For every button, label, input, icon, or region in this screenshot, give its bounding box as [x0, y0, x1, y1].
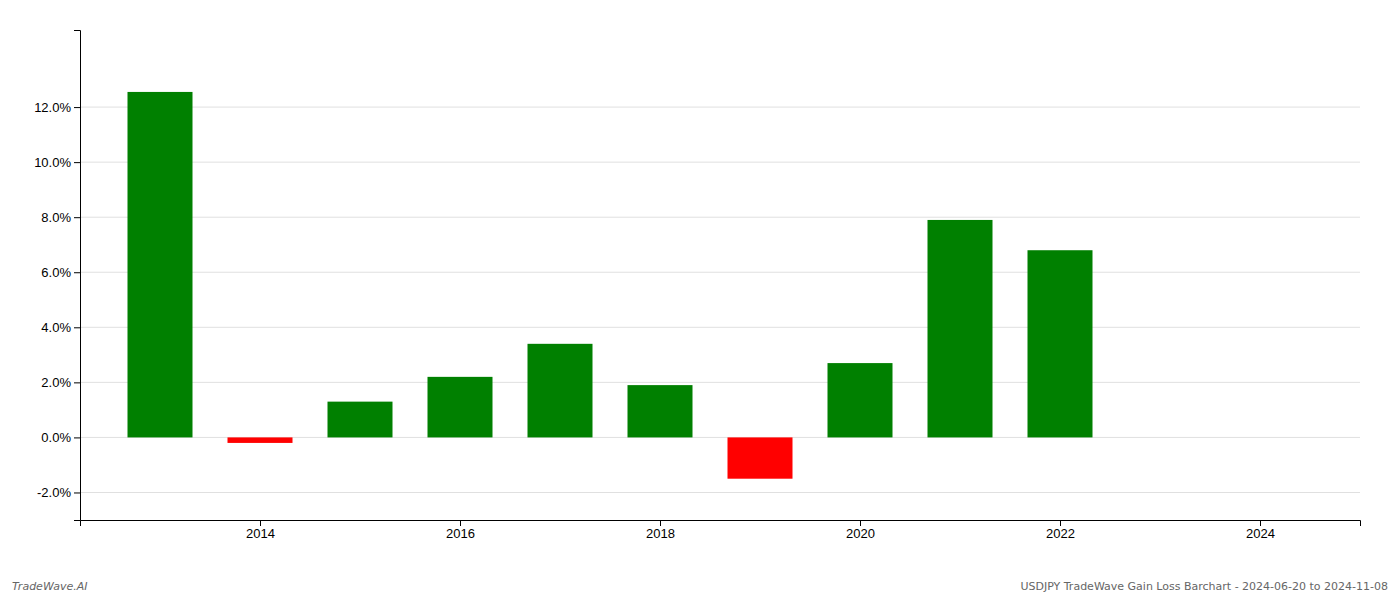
- y-tick-label: 10.0%: [34, 155, 71, 170]
- bar: [528, 344, 593, 438]
- y-tick: 2.0%: [41, 375, 80, 390]
- bar: [428, 377, 493, 438]
- bar: [928, 220, 993, 437]
- bar: [728, 437, 793, 478]
- x-tick-mark: [1060, 520, 1061, 526]
- x-axis: 2014 2016 2018 2020 2022 2024: [81, 520, 1361, 541]
- grid-line: [80, 492, 1360, 493]
- x-tick-label: 2016: [446, 526, 475, 541]
- x-tick-mark: [1260, 520, 1261, 526]
- y-tick-mark: [74, 492, 80, 493]
- bar: [1028, 250, 1093, 437]
- x-tick: 2024: [1246, 520, 1275, 541]
- bar: [628, 385, 693, 437]
- x-tick-label: 2022: [1046, 526, 1075, 541]
- grid-line: [80, 107, 1360, 108]
- y-axis: -2.0% 0.0% 2.0% 4.0% 6.0% 8.0% 10.0% 12.0%: [34, 31, 80, 521]
- y-tick-label: -2.0%: [37, 485, 71, 500]
- y-tick: 0.0%: [41, 430, 80, 445]
- y-tick: 6.0%: [41, 265, 80, 280]
- y-tick-label: 12.0%: [34, 100, 71, 115]
- x-tick-label: 2018: [646, 526, 675, 541]
- x-tick-mark: [860, 520, 861, 526]
- grid-line: [80, 327, 1360, 328]
- y-tick-mark: [74, 272, 80, 273]
- chart: 2014 2016 2018 2020 2022 2024 -2.0% 0.0% 2.0% 4.0…: [0, 0, 1400, 600]
- y-tick-label: 0.0%: [41, 430, 71, 445]
- y-tick-label: 8.0%: [41, 210, 71, 225]
- x-tick: 2020: [846, 520, 875, 541]
- x-tick-label: 2014: [246, 526, 275, 541]
- y-axis-line: [74, 31, 81, 521]
- x-tick: 2016: [446, 520, 475, 541]
- y-tick-label: 4.0%: [41, 320, 71, 335]
- y-tick-mark: [74, 327, 80, 328]
- footer-left: TradeWave.AI: [12, 580, 87, 593]
- bar: [128, 92, 193, 437]
- y-tick-mark: [74, 107, 80, 108]
- x-tick: 2022: [1046, 520, 1075, 541]
- x-axis-line: [81, 521, 1361, 527]
- bar: [1128, 437, 1193, 438]
- y-tick: 4.0%: [41, 320, 80, 335]
- y-tick: 10.0%: [34, 155, 80, 170]
- y-tick: -2.0%: [37, 485, 80, 500]
- y-tick: 12.0%: [34, 100, 80, 115]
- grid-line: [80, 217, 1360, 218]
- x-tick: 2018: [646, 520, 675, 541]
- x-tick-label: 2020: [846, 526, 875, 541]
- footer-right: USDJPY TradeWave Gain Loss Barchart - 20…: [1020, 580, 1388, 593]
- grid-line: [80, 272, 1360, 273]
- x-tick-mark: [260, 520, 261, 526]
- bar: [228, 437, 293, 443]
- x-tick: 2014: [246, 520, 275, 541]
- grid-line: [80, 162, 1360, 163]
- x-tick-mark: [460, 520, 461, 526]
- x-tick-mark: [660, 520, 661, 526]
- bar: [828, 363, 893, 437]
- y-tick-mark: [74, 437, 80, 438]
- grid: [80, 107, 1360, 492]
- y-tick-mark: [74, 162, 80, 163]
- y-tick-mark: [74, 382, 80, 383]
- y-tick: 8.0%: [41, 210, 80, 225]
- bar: [328, 402, 393, 438]
- y-tick-label: 2.0%: [41, 375, 71, 390]
- grid-line: [80, 382, 1360, 383]
- plot: 2014 2016 2018 2020 2022 2024 -2.0% 0.0% 2.0% 4.0…: [34, 31, 1360, 542]
- bars: [128, 92, 1093, 479]
- x-tick-label: 2024: [1246, 526, 1275, 541]
- y-tick-mark: [74, 217, 80, 218]
- y-tick-label: 6.0%: [41, 265, 71, 280]
